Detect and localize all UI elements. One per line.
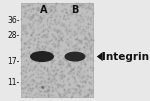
Text: B: B <box>71 5 79 15</box>
Text: 36-: 36- <box>7 16 20 25</box>
Bar <box>21 3 93 97</box>
Text: Integrin α4: Integrin α4 <box>102 52 150 62</box>
Ellipse shape <box>64 52 86 62</box>
Text: 28-: 28- <box>7 31 20 40</box>
Text: A: A <box>40 5 47 15</box>
Text: 17-: 17- <box>7 57 20 66</box>
Text: 11-: 11- <box>7 78 20 87</box>
Ellipse shape <box>30 51 54 62</box>
Polygon shape <box>97 52 103 61</box>
